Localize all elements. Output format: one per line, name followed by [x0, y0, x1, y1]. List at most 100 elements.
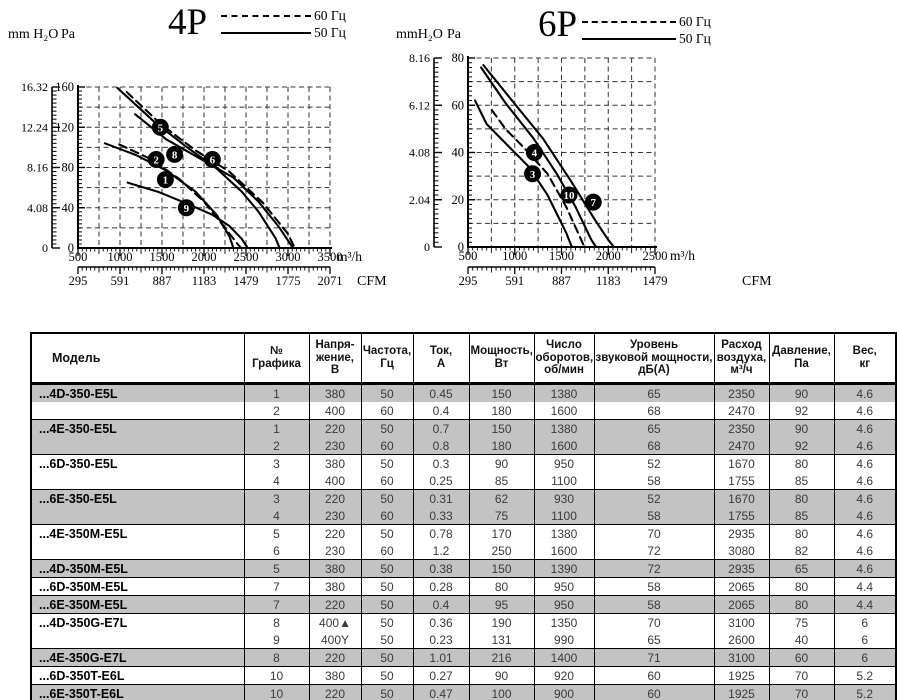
- axis-tick-label: 2.04: [409, 193, 430, 207]
- data-cell: 8: [244, 613, 310, 631]
- data-cell: 230: [309, 437, 362, 455]
- data-cell: 70: [594, 613, 715, 631]
- pa-axis-unit-label: Pa: [447, 27, 461, 42]
- data-cell: 52: [594, 454, 715, 472]
- model-cell: ...4D-350G-E7L: [31, 613, 245, 631]
- axis-tick-label: 12.24: [21, 120, 48, 134]
- data-cell: 9: [244, 631, 310, 649]
- performance-curve-4: [490, 108, 586, 249]
- data-cell: 85: [469, 472, 535, 490]
- axis-tick-label: 591: [111, 274, 130, 288]
- data-cell: 0.31: [413, 489, 470, 507]
- data-cell: 400: [309, 472, 362, 490]
- data-cell: 85: [769, 507, 835, 525]
- data-cell: 950: [534, 595, 595, 614]
- table-row: ...6E-350M-E5L 7 220 50 0.4 95 950 58 2065 80 4.4: [31, 595, 896, 614]
- table-row: ...4D-350M-E5L 5 380 50 0.38 150 1390 72 2935 65 4…: [31, 559, 896, 578]
- x-axis-unit-label: m³/h: [337, 249, 362, 264]
- model-cell: [31, 507, 245, 525]
- curve-number-badge-3: 3: [524, 165, 542, 183]
- data-cell: 62: [469, 489, 535, 507]
- chart-legend-6p: 60 Гц 50 Гц: [582, 13, 711, 47]
- data-cell: 380: [309, 383, 362, 402]
- data-cell: 68: [594, 437, 715, 455]
- dashed-line-sample: [582, 20, 676, 23]
- data-cell: 80: [769, 489, 835, 507]
- data-cell: 4.6: [834, 507, 896, 525]
- legend-label-60hz: 60 Гц: [679, 13, 711, 29]
- data-cell: 1: [244, 383, 310, 402]
- data-cell: 1925: [714, 684, 770, 700]
- legend-row-50hz: 50 Гц: [221, 24, 346, 41]
- column-header: Давление, Па: [769, 333, 835, 385]
- table-row: ...6D-350T-E6L 10 380 50 0.27 90 920 60 1925 70 5.…: [31, 666, 896, 685]
- data-cell: 1100: [534, 507, 595, 525]
- axis-tick-label: 500: [459, 249, 478, 263]
- axis-tick-label: 10: [563, 190, 575, 202]
- table-row: ...6D-350M-E5L 7 380 50 0.28 80 950 58 2065 80 4.4: [31, 577, 896, 596]
- data-cell: 1380: [534, 524, 595, 542]
- column-header: № Графика: [244, 333, 310, 385]
- performance-curve-8: [134, 113, 295, 250]
- axis-tick-label: 8.16: [409, 51, 430, 65]
- model-cell: ...6D-350-E5L: [31, 454, 245, 472]
- data-cell: 85: [769, 472, 835, 490]
- data-cell: 80: [769, 595, 835, 614]
- data-cell: 1600: [534, 437, 595, 455]
- axis-tick-label: 887: [552, 274, 571, 288]
- data-cell: 1600: [534, 542, 595, 560]
- axis-tick-label: 80: [62, 161, 75, 175]
- data-cell: 2065: [714, 577, 770, 596]
- table-row: ...6D-350-E5L 3 380 50 0.3 90 950 52 1670 80 4.6: [31, 454, 896, 472]
- model-cell: ...6D-350M-E5L: [31, 577, 245, 596]
- data-cell: 58: [594, 577, 715, 596]
- axis-tick-label: 500: [69, 250, 88, 264]
- data-cell: 60: [361, 437, 414, 455]
- model-cell: ...4E-350G-E7L: [31, 648, 245, 667]
- axis-tick-label: 1183: [192, 274, 217, 288]
- data-cell: 1600: [534, 402, 595, 420]
- model-cell: [31, 402, 245, 420]
- data-cell: 2: [244, 437, 310, 455]
- axis-tick-label: 1500: [150, 250, 175, 264]
- data-cell: 4.6: [834, 559, 896, 578]
- data-cell: 3100: [714, 648, 770, 667]
- data-cell: 0.7: [413, 419, 470, 437]
- data-cell: 220: [309, 419, 362, 437]
- data-cell: 70: [769, 684, 835, 700]
- data-cell: 2470: [714, 437, 770, 455]
- data-cell: 60: [769, 648, 835, 667]
- data-cell: 68: [594, 402, 715, 420]
- data-cell: 4.4: [834, 595, 896, 614]
- axis-tick-label: 8.16: [27, 161, 48, 175]
- data-cell: 50: [361, 489, 414, 507]
- chart-legend-4p: 60 Гц 50 Гц: [221, 7, 346, 41]
- data-cell: 1755: [714, 472, 770, 490]
- data-cell: 52: [594, 489, 715, 507]
- performance-curve-6: [125, 90, 296, 250]
- axis-tick-label: 60: [452, 98, 465, 112]
- column-header: Уровень звуковой мощности, дБ(А): [594, 333, 715, 385]
- data-cell: 0.27: [413, 666, 470, 685]
- cfm-axis: 295 591 887 1183 1479 CFM: [459, 266, 772, 289]
- data-cell: 4.6: [834, 489, 896, 507]
- table-row: 9 400Y 50 0.23 131 990 65 2600 40 6: [31, 631, 896, 649]
- data-cell: 131: [469, 631, 535, 649]
- chart-title-6p: 6P: [538, 4, 578, 45]
- axis-tick-label: 9: [184, 203, 190, 215]
- data-cell: 0.25: [413, 472, 470, 490]
- data-cell: 58: [594, 595, 715, 614]
- data-cell: 1400: [534, 648, 595, 667]
- column-header: Напря- жение, В: [309, 333, 362, 385]
- data-cell: 0.23: [413, 631, 470, 649]
- model-cell: [31, 542, 245, 560]
- data-cell: 220: [309, 524, 362, 542]
- curve-number-badge-9: 9: [177, 199, 195, 217]
- data-cell: 400▲: [309, 613, 362, 631]
- curve-number-badge-2: 2: [147, 150, 165, 168]
- data-cell: 80: [769, 454, 835, 472]
- table-row: ...4E-350G-E7L 8 220 50 1.01 216 1400 71 3100 60 6: [31, 648, 896, 667]
- table-row: ...4D-350-E5L 1 380 50 0.45 150 1380 65 2350 90 4.…: [31, 383, 896, 402]
- data-cell: 0.3: [413, 454, 470, 472]
